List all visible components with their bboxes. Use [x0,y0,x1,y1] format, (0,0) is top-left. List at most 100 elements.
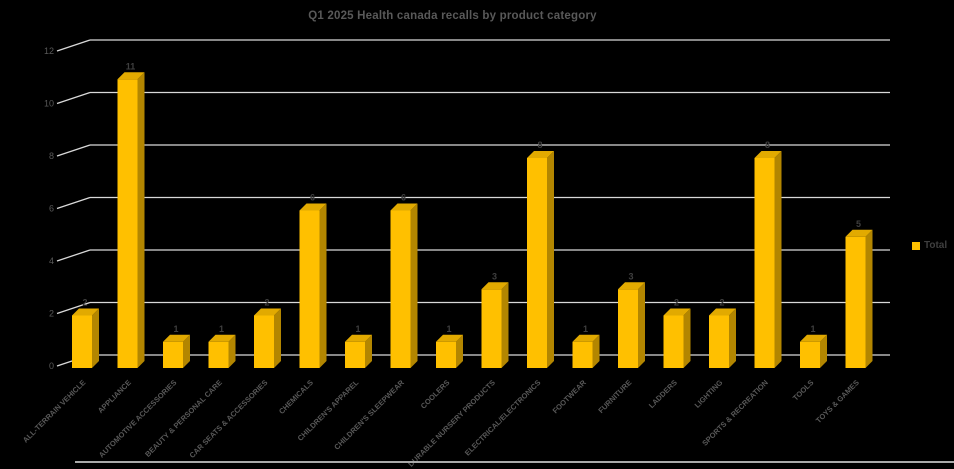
bar-front-face [663,315,684,368]
bar-tools[interactable] [800,334,827,368]
x-axis-category-label: LIGHTING [693,378,725,410]
bar-front-face [299,210,320,368]
bar-top-face [163,334,190,342]
x-axis-category-label: CAR SEATS & ACCESSORIES [188,378,270,460]
bar-side-face [683,308,691,368]
y-axis-tick-label: 6 [49,204,54,214]
gridline-lead-in [56,301,91,315]
bar-front-face [572,341,593,368]
gridline-lead-in [56,39,91,52]
x-axis-category-label: TOOLS [791,378,816,403]
bar-top-face [436,334,463,342]
chart-title: Q1 2025 Health canada recalls by product… [308,10,597,22]
bar-top-face [572,334,600,342]
bar-children-s-sleepwear[interactable] [390,203,418,369]
bar-top-face [709,308,736,316]
bar-value-label: 8 [537,140,542,150]
bar-side-face [638,282,645,368]
bar-children-s-apparel[interactable] [345,334,372,368]
bar-front-face [618,289,638,368]
bar-side-face [456,334,463,368]
legend-label: Total [924,240,948,251]
x-axis-category-label: FOOTWEAR [551,378,589,416]
bar-value-label: 2 [264,298,269,308]
bar-top-face [390,203,418,211]
bar-value-label: 2 [674,298,679,308]
bar-top-face [481,282,509,290]
bar-automotive-accessories[interactable] [163,334,190,368]
bar-beauty-personal-care[interactable] [208,334,236,368]
bar-side-face [183,334,190,368]
bar-ladders[interactable] [663,308,691,369]
bar-chemicals[interactable] [299,203,327,369]
bar-coolers[interactable] [436,334,463,368]
bar-front-face [208,341,229,368]
x-axis-category-label: TOYS & GAMES [814,378,861,425]
gridline-lead-in [56,91,91,105]
bar-side-face [410,203,418,368]
bar-front-face [345,341,365,368]
x-axis-category-label: APPLIANCE [96,378,133,415]
x-axis-category-label: ALL-TERRAIN VEHICLE [21,378,87,444]
bar-top-face [618,282,645,290]
bar-top-face [754,151,782,158]
legend-swatch-icon [912,241,920,250]
gridline-lead-in [56,196,91,210]
bar-front-face [481,289,502,368]
bar-value-label: 1 [355,324,360,334]
bar-top-face [663,308,691,316]
bar-value-label: 1 [446,324,451,334]
bar-top-face [117,72,145,80]
bar-top-face [299,203,327,211]
bar-electrical-electronics[interactable] [527,151,554,368]
legend[interactable]: Total [912,240,947,251]
bar-front-face [390,210,411,368]
bar-front-face [117,79,138,368]
bar-front-face [754,158,775,368]
bar-side-face [820,334,827,368]
bar-top-face [845,229,873,237]
y-axis-tick-label: 12 [44,46,54,56]
bar-furniture[interactable] [618,282,645,368]
bar-side-face [274,308,281,368]
bar-side-face [547,151,554,368]
bar-value-label: 2 [82,298,87,308]
bar-side-face [729,308,736,368]
bar-value-label: 6 [401,193,406,203]
bar-lighting[interactable] [709,308,736,369]
bar-value-label: 6 [310,193,315,203]
bar-durable-nursery-products[interactable] [481,282,509,368]
bar-front-face [163,341,183,368]
bar-front-face [72,315,92,368]
bar-side-face [92,308,99,368]
bar-value-label: 8 [765,140,770,150]
x-axis-category-label: CHEMICALS [277,378,315,416]
x-axis-category-label: BEAUTY & PERSONAL CARE [143,378,224,459]
bar-footwear[interactable] [572,334,600,368]
bar-value-label: 1 [219,324,224,334]
bar-front-face [527,158,547,368]
bar-side-face [365,334,372,368]
bar-toys-games[interactable] [845,229,873,368]
bar-all-terrain-vehicle[interactable] [72,308,99,369]
bar-side-face [865,229,873,368]
bar-top-face [345,334,372,342]
bar-appliance[interactable] [117,72,145,368]
bar-front-face [845,236,866,368]
bar-front-face [254,315,274,368]
bar-sports-recreation[interactable] [754,151,782,368]
bar-value-label: 3 [492,271,497,281]
bar-side-face [228,334,236,368]
x-axis-category-label: DURABLE NURSERY PRODUCTS [406,378,497,469]
x-axis-category-label: ELECTRICAL/ELECTRONICS [463,378,542,457]
bar-side-face [774,151,782,368]
gridline-lead-in [56,249,91,262]
x-axis-category-label: LADDERS [647,378,679,410]
y-axis-tick-label: 2 [49,309,54,319]
bar-top-face [800,334,827,342]
bar-car-seats-accessories[interactable] [254,308,281,369]
y-axis-tick-label: 10 [44,99,54,109]
y-axis-tick-label: 0 [49,361,54,371]
bar-value-label: 1 [810,324,815,334]
bar-value-label: 1 [173,324,178,334]
